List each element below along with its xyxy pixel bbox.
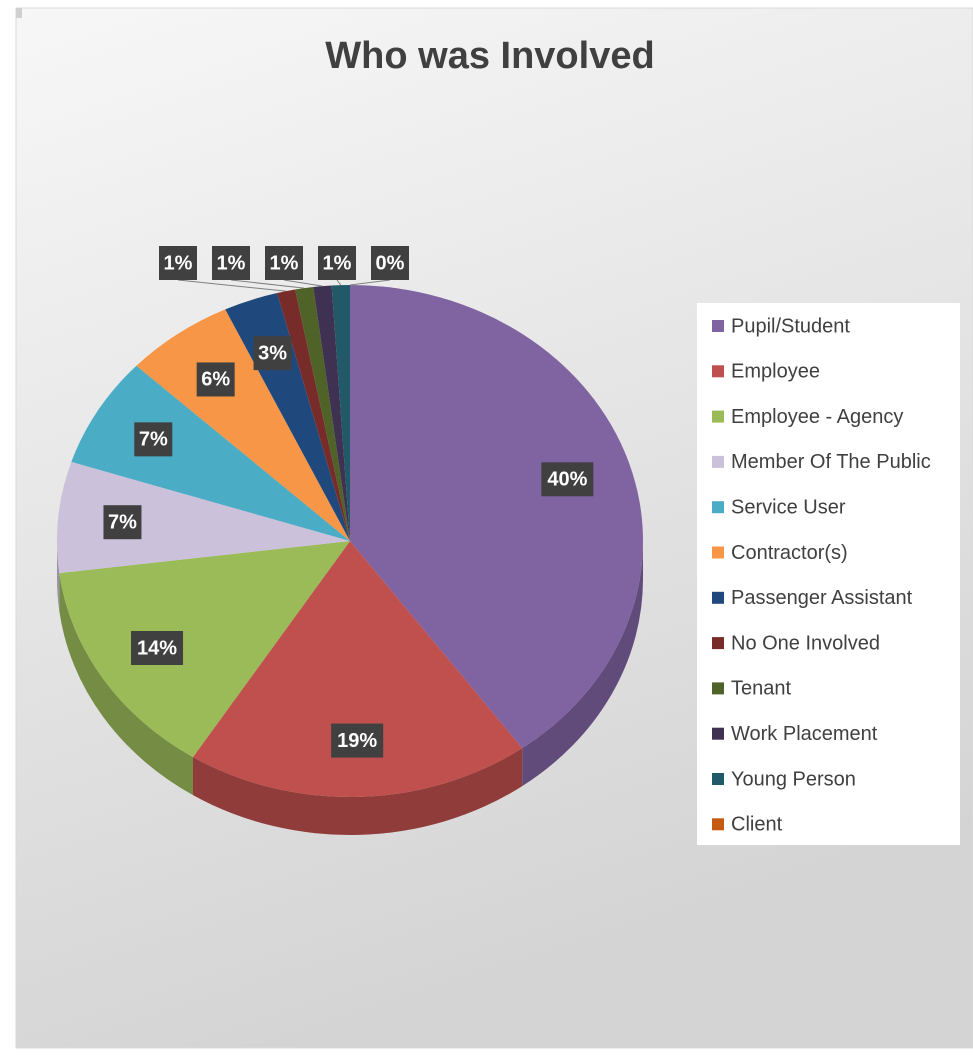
legend-swatch	[712, 320, 724, 332]
data-label: 40%	[547, 469, 587, 491]
data-label-box	[131, 630, 184, 665]
legend-swatch	[712, 455, 724, 468]
data-label: 1%	[217, 252, 246, 274]
slice	[136, 309, 350, 541]
legend-label: Employee - Agency	[731, 406, 903, 428]
data-label-box	[134, 422, 173, 457]
legend-swatch	[712, 410, 724, 423]
slice	[313, 285, 350, 541]
slice	[350, 285, 643, 749]
data-label-box	[265, 246, 303, 280]
leader-line	[230, 279, 305, 289]
data-label: 7%	[108, 511, 137, 533]
legend-label: Passenger Assistant	[731, 587, 913, 609]
slice	[193, 541, 523, 797]
legend-label: Employee	[731, 361, 820, 383]
slice-side	[193, 748, 523, 835]
leader-line	[177, 279, 287, 292]
slice-side	[57, 541, 60, 612]
slice	[295, 287, 350, 541]
slice-side	[59, 573, 194, 796]
data-label-box	[253, 336, 292, 371]
leader-line	[349, 279, 391, 286]
slice	[277, 289, 350, 541]
data-label: 19%	[337, 730, 377, 752]
slice	[59, 541, 350, 758]
legend-swatch	[712, 501, 724, 514]
legend-swatch	[712, 591, 724, 604]
legend-label: Young Person	[731, 768, 856, 790]
slice-side	[522, 541, 643, 787]
data-label: 0%	[376, 252, 405, 274]
legend-swatch	[712, 818, 724, 831]
legend-label: Tenant	[731, 678, 791, 700]
slice	[71, 365, 350, 541]
legend-swatch	[712, 773, 724, 785]
corner-mark	[16, 8, 22, 18]
leader-line	[283, 279, 323, 287]
legend-label: No One Involved	[731, 632, 880, 654]
legend-label: Work Placement	[731, 723, 878, 745]
data-label-box	[331, 723, 384, 758]
legend-label: Contractor(s)	[731, 542, 848, 564]
legend-swatch	[712, 546, 724, 559]
chart-title: Who was Involved	[325, 35, 654, 77]
data-label-box	[196, 362, 235, 397]
data-label-box	[212, 246, 250, 280]
data-label-box	[318, 246, 356, 280]
data-label: 6%	[201, 369, 230, 391]
legend-swatch	[712, 637, 724, 650]
slice	[56, 461, 350, 574]
data-label-box	[541, 462, 594, 497]
leader-line	[336, 279, 342, 286]
data-label-box	[159, 246, 197, 280]
legend-box	[697, 303, 960, 845]
data-label: 3%	[258, 342, 287, 364]
data-label: 1%	[164, 252, 193, 274]
legend-label: Client	[731, 814, 783, 836]
data-label: 1%	[270, 252, 299, 274]
legend-swatch	[712, 682, 724, 695]
data-label: 7%	[139, 429, 168, 451]
data-label-box	[371, 246, 409, 280]
slice	[331, 285, 350, 541]
data-label-box	[103, 505, 142, 540]
data-label: 1%	[323, 252, 352, 274]
legend-label: Member Of The Public	[731, 451, 931, 473]
legend-swatch	[712, 727, 724, 740]
legend-label: Service User	[731, 496, 846, 518]
legend-label: Pupil/Student	[731, 315, 850, 337]
data-label: 14%	[137, 637, 177, 659]
legend-swatch	[712, 365, 724, 378]
